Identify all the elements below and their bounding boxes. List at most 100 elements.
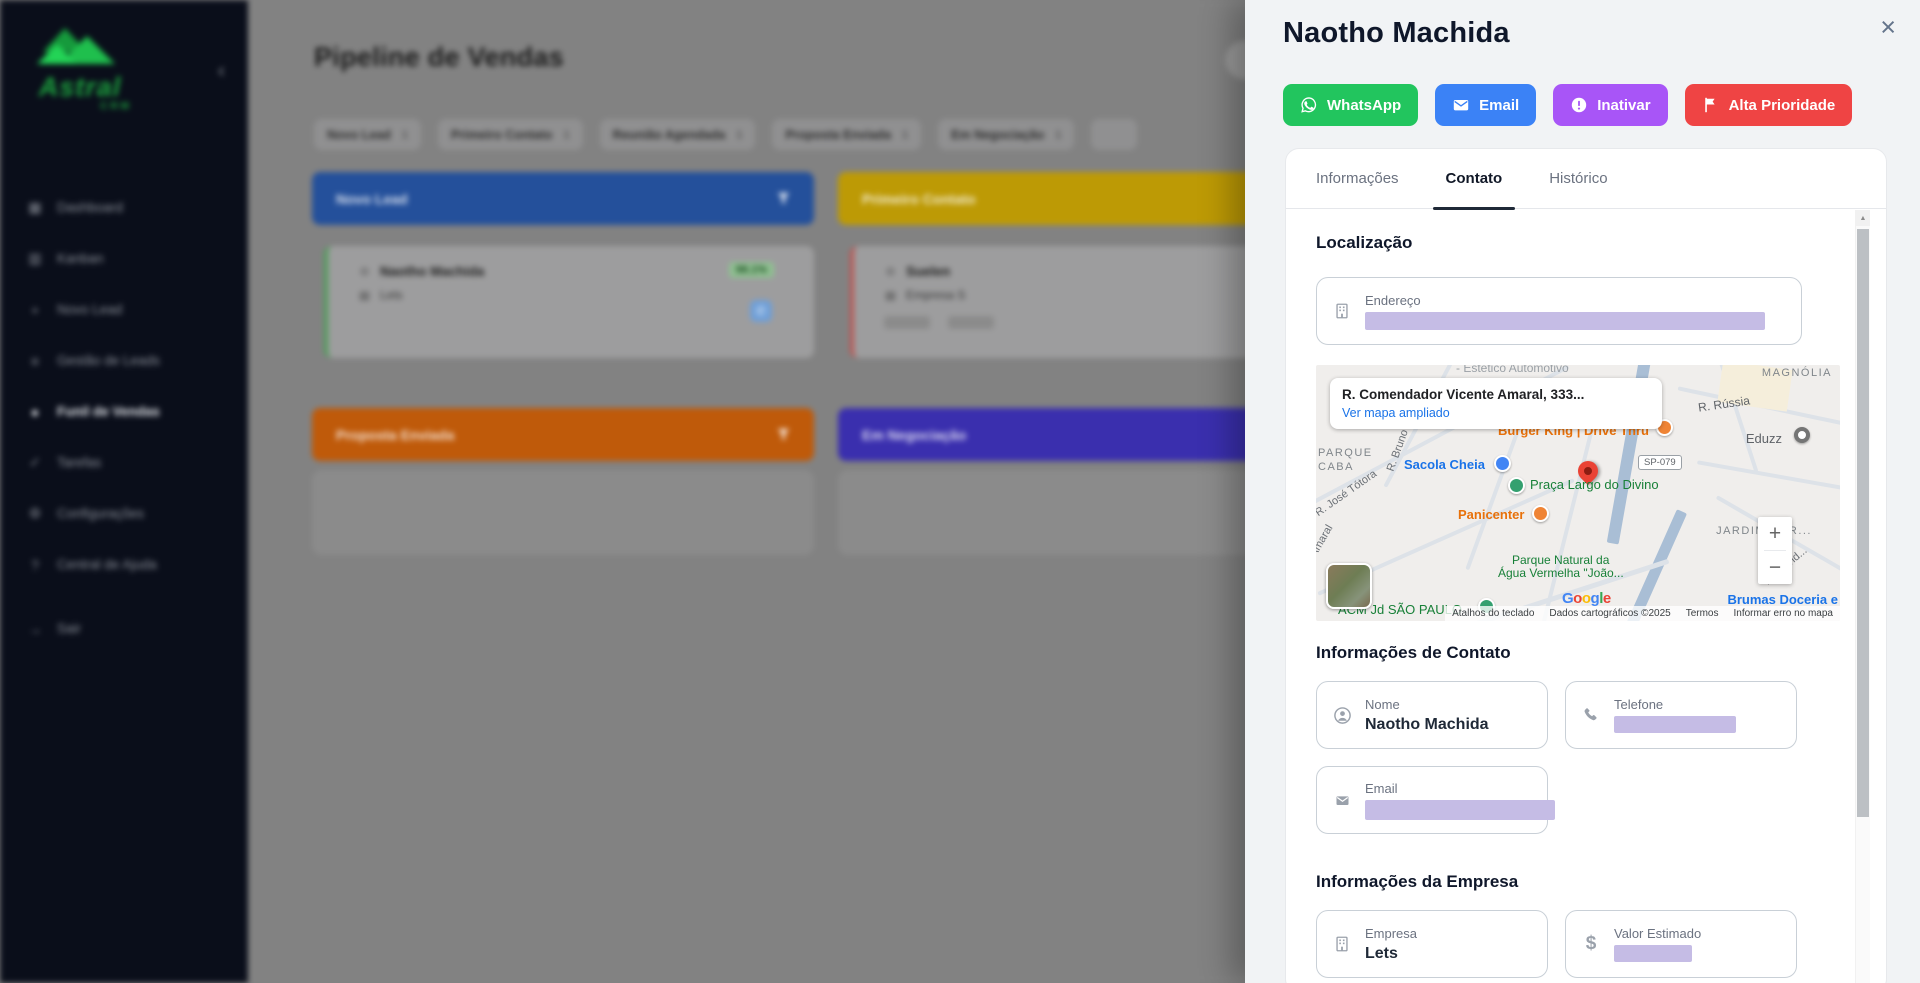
chip-reuniao-agendada[interactable]: Reunião Agendada 1 bbox=[599, 119, 756, 150]
park-poi-icon[interactable] bbox=[1508, 477, 1525, 494]
action-buttons: WhatsApp Email Inativar Alta Prioridade bbox=[1283, 84, 1853, 126]
chip-count: 1 bbox=[736, 128, 743, 141]
map-label: PARQUE bbox=[1318, 447, 1373, 459]
chip-partial[interactable] bbox=[1091, 119, 1138, 150]
sidebar-item-central-de-ajuda[interactable]: ? Central de Ajuda bbox=[0, 539, 248, 590]
sidebar-item-sair[interactable]: → Sair bbox=[0, 603, 248, 654]
brand-name: Astral bbox=[38, 72, 122, 102]
field-label: Empresa bbox=[1365, 925, 1418, 941]
satellite-view-thumbnail[interactable] bbox=[1326, 563, 1372, 609]
tab-historico[interactable]: Histórico bbox=[1536, 149, 1620, 209]
stage-filter-chips: Novo Lead 1 Primeiro Contato 1 Reunião A… bbox=[314, 119, 1138, 150]
lead-card-naotho[interactable]: ⊙ Naotho Machida ▤ Lets 98.1% ✆ bbox=[324, 246, 814, 358]
scrollbar-thumb[interactable] bbox=[1857, 229, 1869, 817]
sidebar-item-dashboard[interactable]: ▦ Dashboard bbox=[0, 182, 248, 233]
check-icon: ✓ bbox=[29, 454, 41, 470]
alta-prioridade-button[interactable]: Alta Prioridade bbox=[1684, 84, 1853, 126]
tab-contato[interactable]: Contato bbox=[1432, 149, 1516, 210]
scrollbar[interactable]: ▲ bbox=[1855, 210, 1870, 983]
close-icon[interactable]: × bbox=[1880, 12, 1896, 42]
sidebar-item-novo-lead[interactable]: + Novo Lead bbox=[0, 284, 248, 335]
column-title: Em Negociação bbox=[862, 426, 967, 443]
redacted-value bbox=[1614, 716, 1736, 733]
chip-label: Primeiro Contato bbox=[451, 127, 553, 142]
map-zoom-control: + − bbox=[1758, 517, 1792, 584]
field-value: Naotho Machida bbox=[1365, 715, 1489, 733]
field-label: Email bbox=[1365, 780, 1398, 796]
chip-novo-lead[interactable]: Novo Lead 1 bbox=[314, 119, 422, 150]
divider bbox=[1764, 550, 1786, 551]
chip-em-negociacao[interactable]: Em Negociação 1 bbox=[938, 119, 1075, 150]
telefone-field[interactable]: Telefone bbox=[1565, 681, 1797, 749]
sidebar-item-tarefas[interactable]: ✓ Tarefas bbox=[0, 437, 248, 488]
funnel-icon: ● bbox=[30, 403, 40, 420]
redacted-value bbox=[1614, 945, 1692, 962]
sidebar-item-label: Sair bbox=[57, 621, 82, 636]
company-fields: Empresa Lets $ Valor Estimado bbox=[1316, 910, 1846, 978]
map-info-card: R. Comendador Vicente Amaral, 333... Ver… bbox=[1330, 378, 1662, 429]
lead-tag bbox=[884, 316, 930, 329]
endereco-field[interactable]: Endereço bbox=[1316, 277, 1802, 345]
building-icon: ▤ bbox=[359, 289, 370, 302]
whatsapp-icon bbox=[1301, 97, 1317, 113]
zoom-in-button[interactable]: + bbox=[1768, 521, 1782, 545]
map-expand-link[interactable]: Ver mapa ampliado bbox=[1342, 406, 1450, 420]
tab-informacoes[interactable]: Informações bbox=[1303, 149, 1412, 209]
sidebar-item-funil-de-vendas[interactable]: ● Funil de Vendas bbox=[0, 386, 248, 437]
tab-content: Localização Endereço bbox=[1286, 209, 1846, 978]
google-logo: Google bbox=[1562, 590, 1611, 607]
inativar-button[interactable]: Inativar bbox=[1553, 84, 1668, 126]
sidebar-item-label: Kanban bbox=[57, 251, 104, 266]
person-icon: ⊙ bbox=[885, 266, 896, 278]
sidebar-item-label: Funil de Vendas bbox=[57, 404, 160, 419]
phone-icon bbox=[1581, 706, 1601, 724]
map-label: - Estético Automotivo bbox=[1456, 365, 1569, 375]
button-label: WhatsApp bbox=[1327, 96, 1402, 114]
map-label: Água Vermelha "João... bbox=[1498, 566, 1624, 580]
chip-label: Proposta Enviada bbox=[785, 127, 892, 142]
redacted-value bbox=[1365, 311, 1765, 330]
chip-proposta-enviada[interactable]: Proposta Enviada 1 bbox=[772, 119, 922, 150]
sidebar-item-kanban[interactable]: ▥ Kanban bbox=[0, 233, 248, 284]
keyboard-shortcuts-link[interactable]: Atalhos do teclado bbox=[1452, 608, 1535, 619]
chip-count: 1 bbox=[902, 128, 909, 141]
chip-count: 1 bbox=[1055, 128, 1062, 141]
map-label: Panicenter bbox=[1458, 507, 1525, 522]
sidebar-item-label: Configurações bbox=[57, 506, 145, 521]
email-field[interactable]: Email bbox=[1316, 766, 1555, 834]
detail-tabs: Informações Contato Histórico bbox=[1286, 149, 1886, 210]
field-value: Lets bbox=[1365, 944, 1398, 962]
poi-icon[interactable] bbox=[1794, 427, 1810, 443]
road-badge: SP-079 bbox=[1638, 455, 1682, 470]
sidebar-item-label: Gestão de Leads bbox=[57, 353, 160, 368]
chip-primeiro-contato[interactable]: Primeiro Contato 1 bbox=[438, 119, 583, 150]
column-header-proposta-enviada[interactable]: Proposta Enviada bbox=[312, 408, 814, 461]
field-label: Telefone bbox=[1614, 697, 1664, 712]
terms-link[interactable]: Termos bbox=[1685, 608, 1719, 619]
lead-name: Suelen bbox=[906, 264, 951, 279]
google-map[interactable]: - Estético Automotivo MAGNÓLIA R. Rússia… bbox=[1316, 365, 1840, 621]
empresa-field[interactable]: Empresa Lets bbox=[1316, 910, 1548, 978]
report-error-link[interactable]: Informar erro no mapa bbox=[1733, 608, 1834, 619]
column-title: Primeiro Contato bbox=[862, 190, 976, 207]
email-button[interactable]: Email bbox=[1435, 84, 1537, 126]
score-badge: 98.1% bbox=[728, 262, 774, 278]
column-header-novo-lead[interactable]: Novo Lead bbox=[312, 172, 814, 225]
map-data-label: Dados cartográficos ©2025 bbox=[1549, 608, 1671, 619]
section-heading-contato: Informações de Contato bbox=[1316, 643, 1511, 662]
sidebar-collapse-icon[interactable]: ‹ bbox=[218, 60, 225, 82]
whatsapp-button[interactable]: WhatsApp bbox=[1283, 84, 1419, 126]
shopping-poi-icon[interactable] bbox=[1494, 455, 1511, 472]
whatsapp-mini-icon[interactable]: ✆ bbox=[750, 300, 772, 322]
lead-company: Lets bbox=[380, 288, 403, 302]
person-icon bbox=[1332, 706, 1352, 725]
restaurant-poi-icon[interactable] bbox=[1532, 505, 1549, 522]
nome-field[interactable]: Nome Naotho Machida bbox=[1316, 681, 1548, 749]
sidebar-item-configuracoes[interactable]: ⚙ Configurações bbox=[0, 488, 248, 539]
sidebar-item-label: Novo Lead bbox=[57, 302, 123, 317]
brand-subtitle: CRM bbox=[100, 101, 132, 112]
zoom-out-button[interactable]: − bbox=[1768, 555, 1782, 579]
valor-estimado-field[interactable]: $ Valor Estimado bbox=[1565, 910, 1797, 978]
scrollbar-up-arrow[interactable]: ▲ bbox=[1856, 210, 1870, 226]
sidebar-item-gestao-de-leads[interactable]: ≡ Gestão de Leads bbox=[0, 335, 248, 386]
